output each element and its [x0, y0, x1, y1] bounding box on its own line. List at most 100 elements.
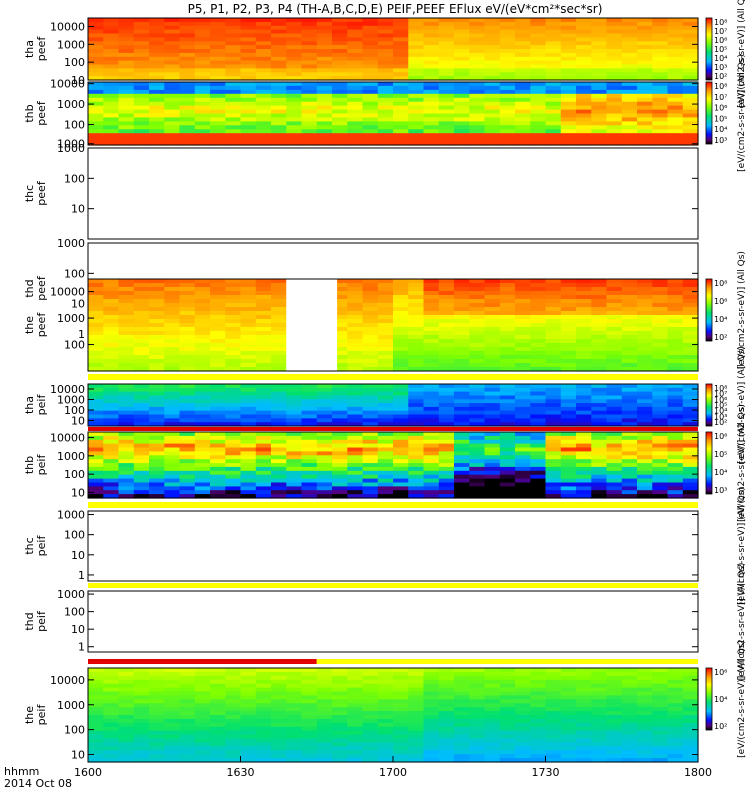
panel-label-product: peef	[35, 180, 48, 206]
heat-cell	[316, 691, 333, 696]
heat-cell	[499, 730, 516, 736]
heat-cell	[316, 675, 333, 681]
heat-cell	[682, 141, 699, 146]
heat-cell	[560, 466, 577, 472]
heat-cell	[194, 64, 211, 69]
heat-cell	[454, 68, 470, 73]
heat-cell	[423, 323, 440, 328]
heat-cell	[255, 56, 272, 62]
heat-cell	[194, 117, 211, 122]
heat-cell	[133, 76, 150, 81]
heat-cell	[408, 359, 425, 364]
heat-cell	[591, 691, 608, 696]
heat-cell	[362, 754, 379, 759]
heat-cell	[88, 137, 104, 142]
heat-cell	[682, 418, 699, 423]
heat-cell	[499, 279, 516, 284]
heat-cell	[316, 695, 333, 700]
heat-cell	[240, 699, 257, 704]
heat-cell	[408, 363, 425, 368]
heat-cell	[576, 291, 592, 296]
heat-cell	[499, 734, 516, 740]
heat-cell	[362, 82, 379, 87]
heat-cell	[118, 410, 135, 416]
heat-cell	[118, 466, 135, 472]
heat-cell	[438, 715, 455, 720]
heat-cell	[164, 679, 181, 685]
heat-cell	[103, 327, 120, 332]
heat-cell	[118, 299, 135, 304]
heat-cell	[271, 343, 287, 348]
heat-cell	[225, 754, 242, 759]
heat-cell	[469, 89, 486, 95]
heat-cell	[606, 490, 623, 495]
heat-cell	[530, 339, 547, 344]
heat-cell	[133, 439, 150, 445]
heat-cell	[515, 754, 531, 759]
heat-cell	[682, 82, 699, 87]
heat-cell	[316, 443, 333, 449]
heat-cell	[423, 387, 440, 393]
heat-cell	[133, 730, 150, 736]
heat-cell	[545, 671, 562, 677]
heat-cell	[530, 455, 547, 460]
heat-cell	[652, 422, 669, 427]
heat-cell	[286, 715, 303, 720]
heat-cell	[606, 391, 623, 396]
heat-cell	[194, 478, 211, 484]
heat-cell	[591, 307, 608, 312]
heat-cell	[271, 715, 287, 720]
heat-cell	[88, 403, 104, 408]
heat-cell	[179, 97, 196, 103]
y-tick-label: 1000	[57, 394, 85, 407]
heat-cell	[469, 750, 486, 755]
heat-cell	[225, 72, 242, 77]
heat-cell	[652, 327, 669, 332]
heat-cell	[133, 466, 150, 472]
heat-cell	[179, 287, 196, 292]
heat-cell	[347, 355, 364, 360]
heat-cell	[423, 443, 440, 449]
heat-cell	[591, 746, 608, 751]
heat-cell	[438, 691, 455, 696]
heat-cell	[88, 339, 104, 344]
heat-cell	[484, 129, 501, 134]
heat-cell	[347, 113, 364, 118]
heat-cell	[118, 101, 135, 107]
y-tick-label: 1000	[57, 450, 85, 463]
heat-cell	[515, 463, 531, 468]
heat-cell	[515, 137, 531, 142]
heat-cell	[499, 403, 516, 408]
heat-cell	[179, 307, 196, 312]
heat-cell	[118, 323, 135, 328]
heat-cell	[118, 455, 135, 460]
heat-cell	[621, 76, 638, 81]
heat-cell	[377, 486, 394, 491]
heat-cell	[499, 742, 516, 747]
heat-cell	[515, 141, 531, 146]
heat-cell	[316, 49, 333, 54]
y-tick-label: 100	[64, 606, 85, 619]
heat-cell	[301, 715, 318, 720]
heat-cell	[164, 754, 181, 759]
heat-cell	[621, 691, 638, 696]
heat-cell	[179, 399, 196, 404]
heat-cell	[149, 56, 165, 62]
heat-cell	[499, 699, 516, 704]
heat-cell	[499, 125, 516, 130]
heat-cell	[591, 359, 608, 364]
heat-cell	[423, 384, 440, 389]
heat-cell	[393, 287, 409, 292]
heat-cell	[667, 486, 684, 491]
heat-cell	[408, 418, 425, 423]
heat-cell	[652, 447, 669, 452]
heat-cell	[637, 668, 653, 673]
heat-cell	[515, 367, 531, 372]
heat-cell	[438, 287, 455, 292]
heat-cell	[530, 85, 547, 91]
heat-cell	[438, 37, 455, 42]
colorbar-tick-label: 10⁴	[714, 468, 727, 477]
heat-cell	[316, 121, 333, 126]
heat-cell	[240, 117, 257, 122]
heat-cell	[545, 391, 562, 396]
